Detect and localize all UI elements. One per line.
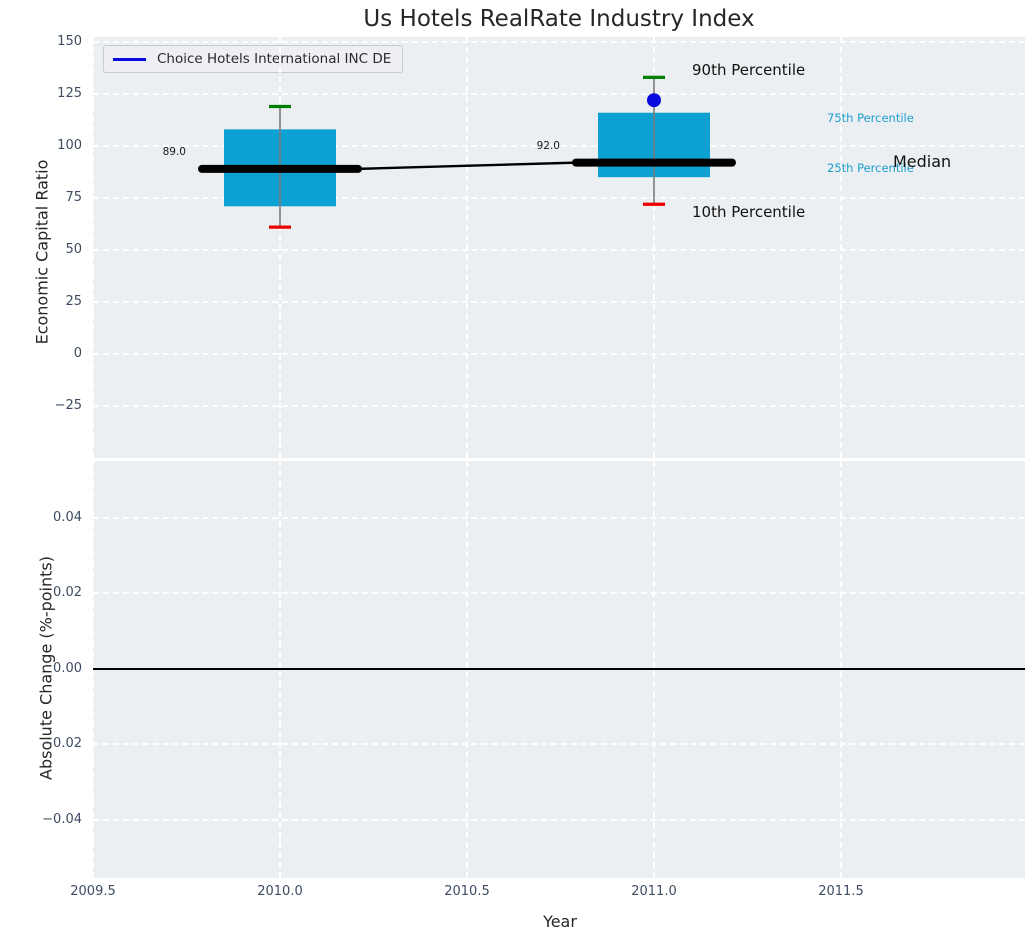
annotation-p75: 75th Percentile bbox=[827, 111, 914, 125]
y-tick-label: −25 bbox=[54, 397, 82, 413]
gridline-h bbox=[93, 818, 1025, 821]
y-axis-label-top: Economic Capital Ratio bbox=[32, 159, 52, 345]
gridline-h bbox=[93, 196, 1025, 199]
y-tick-label: −0.04 bbox=[42, 811, 82, 827]
annotation-p25: 25th Percentile bbox=[827, 161, 914, 175]
x-tick-label: 2009.5 bbox=[70, 884, 116, 899]
gridline-v bbox=[465, 37, 468, 458]
y-tick-label: 75 bbox=[65, 189, 82, 205]
gridline-h bbox=[93, 144, 1025, 147]
gridline-v bbox=[93, 37, 94, 458]
company-marker bbox=[646, 93, 661, 108]
y-tick-label: 0 bbox=[73, 345, 82, 361]
chart-title: Us Hotels RealRate Industry Index bbox=[363, 6, 755, 32]
legend-line-swatch bbox=[113, 57, 146, 61]
y-tick-label: 125 bbox=[57, 85, 82, 101]
legend-label: Choice Hotels International INC DE bbox=[157, 51, 392, 67]
y-tick-label: 0.02 bbox=[53, 585, 82, 601]
median-connector bbox=[357, 161, 577, 171]
gridline-h bbox=[93, 248, 1025, 251]
y-tick-label: 0.00 bbox=[53, 660, 82, 676]
annotation-p90: 90th Percentile bbox=[692, 61, 806, 79]
y-tick-label: −0.02 bbox=[42, 736, 82, 752]
gridline-v bbox=[652, 37, 655, 458]
gridline-h bbox=[93, 40, 1025, 43]
boxplot-layer bbox=[197, 75, 736, 229]
bottom-plot-area bbox=[93, 461, 1025, 878]
median-value-label: 89.0 bbox=[162, 145, 186, 158]
x-tick-label: 2011.0 bbox=[631, 884, 677, 899]
annotation-med: Median bbox=[893, 152, 952, 171]
gridline-v bbox=[839, 37, 842, 458]
gridline-h bbox=[93, 516, 1025, 519]
y-tick-label: 50 bbox=[65, 241, 82, 257]
y-tick-label: 150 bbox=[57, 33, 82, 49]
gridline-h bbox=[93, 404, 1025, 407]
y-tick-label: 100 bbox=[57, 137, 82, 153]
x-tick-label: 2010.0 bbox=[257, 884, 303, 899]
x-tick-label: 2010.5 bbox=[444, 884, 490, 899]
gridline-h bbox=[93, 92, 1025, 95]
median-value-label: 92.0 bbox=[536, 139, 560, 152]
gridline-h bbox=[93, 300, 1025, 303]
gridline-h bbox=[93, 743, 1025, 746]
annotation-p10: 10th Percentile bbox=[692, 203, 806, 221]
x-axis-label: Year bbox=[543, 912, 577, 931]
gridline-h bbox=[93, 352, 1025, 355]
y-tick-label: 25 bbox=[65, 293, 82, 309]
y-tick-label: 0.04 bbox=[53, 509, 82, 525]
gridline-v bbox=[278, 37, 281, 458]
gridline-h bbox=[93, 592, 1025, 595]
x-tick-label: 2011.5 bbox=[818, 884, 864, 899]
zero-line bbox=[93, 667, 1025, 670]
legend: Choice Hotels International INC DE bbox=[103, 45, 404, 73]
top-plot-area: Choice Hotels International INC DE 89.0 9… bbox=[93, 37, 1025, 458]
